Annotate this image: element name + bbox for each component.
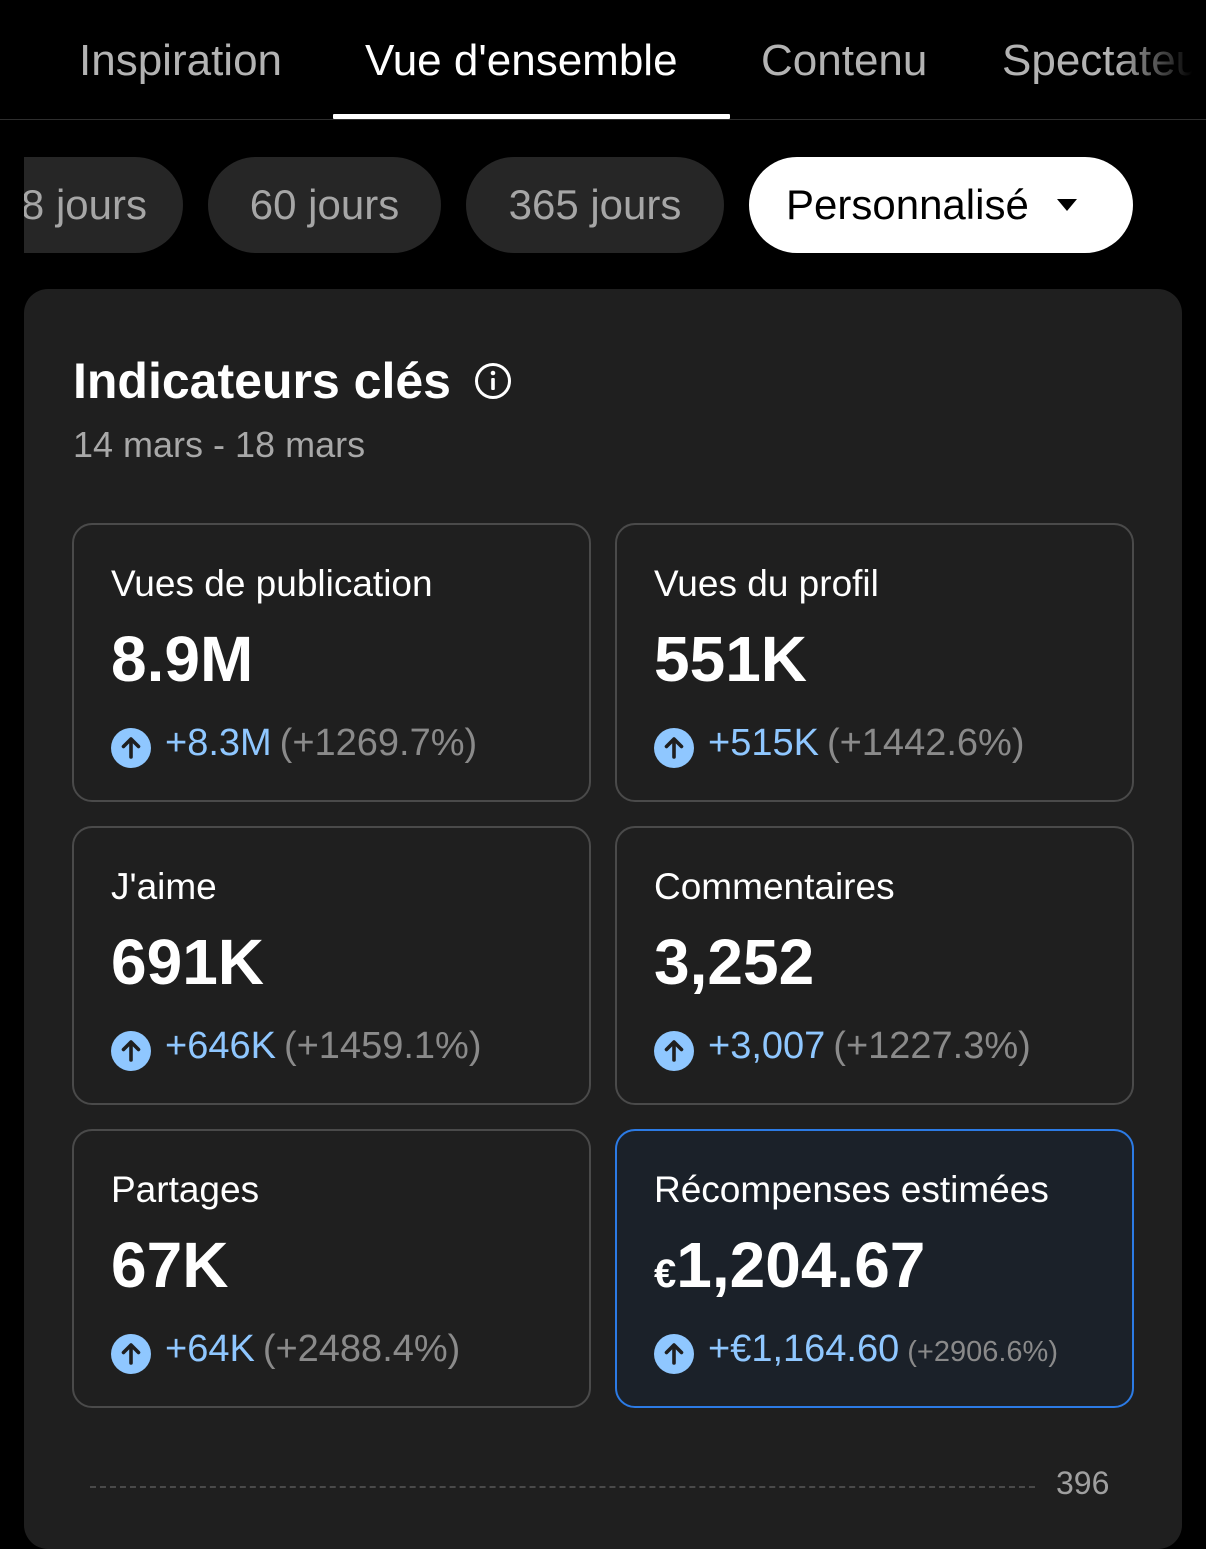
metric-value: 551K bbox=[654, 623, 807, 695]
chip-custom[interactable]: Personnalisé bbox=[749, 157, 1133, 253]
metric-delta-value: +64K bbox=[165, 1328, 255, 1370]
period-chip-row: 28 jours 60 jours 365 jours Personnalisé bbox=[24, 157, 1206, 253]
chart-gridline bbox=[90, 1486, 1035, 1488]
metric-delta-percent: (+1227.3%) bbox=[833, 1025, 1031, 1067]
metric-card-estimated-rewards[interactable]: Récompenses estimées €1,204.67 +€1,164.6… bbox=[615, 1129, 1134, 1408]
tab-content[interactable]: Contenu bbox=[761, 36, 928, 85]
metric-delta: +515K (+1442.6%) bbox=[654, 719, 1025, 768]
metric-value: 691K bbox=[111, 926, 264, 998]
metric-delta: +64K (+2488.4%) bbox=[111, 1325, 461, 1374]
chip-60-days[interactable]: 60 jours bbox=[208, 157, 441, 253]
arrow-up-icon bbox=[654, 1333, 694, 1374]
panel-title: Indicateurs clés bbox=[73, 353, 451, 409]
metric-delta-value: +8.3M bbox=[165, 722, 272, 764]
arrow-up-icon bbox=[111, 727, 151, 768]
arrow-up-icon bbox=[111, 1030, 151, 1071]
metric-delta-percent: (+1269.7%) bbox=[279, 722, 478, 764]
metric-delta-percent: (+1459.1%) bbox=[283, 1025, 482, 1067]
info-icon[interactable] bbox=[474, 362, 512, 400]
metric-label: Commentaires bbox=[654, 866, 895, 907]
metric-value: 67K bbox=[111, 1229, 229, 1301]
metric-value: 3,252 bbox=[654, 926, 815, 998]
metric-card-post-views[interactable]: Vues de publication 8.9M +8.3M (+1269.7%) bbox=[72, 523, 591, 802]
metric-value: 8.9M bbox=[111, 623, 254, 695]
metric-delta-value: +515K bbox=[708, 722, 819, 764]
metric-delta: +646K (+1459.1%) bbox=[111, 1022, 482, 1071]
arrow-up-icon bbox=[654, 1030, 694, 1071]
metric-delta-value: +€1,164.60 bbox=[708, 1328, 900, 1370]
metric-label: J'aime bbox=[111, 866, 217, 907]
arrow-up-icon bbox=[111, 1333, 151, 1374]
tab-overview[interactable]: Vue d'ensemble bbox=[365, 36, 678, 85]
metric-card-shares[interactable]: Partages 67K +64K (+2488.4%) bbox=[72, 1129, 591, 1408]
key-metrics-panel: Indicateurs clés 14 mars - 18 mars Vues … bbox=[24, 289, 1182, 1549]
metric-delta-value: +3,007 bbox=[708, 1025, 826, 1067]
tab-inspiration[interactable]: Inspiration bbox=[79, 36, 283, 85]
metric-label: Partages bbox=[111, 1169, 260, 1210]
metric-delta-percent: (+1442.6%) bbox=[826, 722, 1025, 764]
tab-viewers[interactable]: Spectateurs bbox=[1002, 36, 1206, 85]
metric-label: Vues de publication bbox=[111, 563, 433, 604]
metric-value: €1,204.67 bbox=[654, 1227, 925, 1312]
caret-down-icon bbox=[1056, 198, 1077, 211]
chip-365-days[interactable]: 365 jours bbox=[466, 157, 724, 253]
metric-delta: +8.3M (+1269.7%) bbox=[111, 719, 478, 768]
date-range: 14 mars - 18 mars bbox=[73, 424, 366, 465]
metric-value-amount: 1,204.67 bbox=[676, 1229, 926, 1301]
metric-card-profile-views[interactable]: Vues du profil 551K +515K (+1442.6%) bbox=[615, 523, 1134, 802]
metric-delta-percent: (+2906.6%) bbox=[907, 1336, 1058, 1368]
chip-custom-label: Personnalisé bbox=[786, 181, 1029, 228]
chart-y-tick-label: 396 bbox=[1056, 1465, 1110, 1501]
active-tab-indicator bbox=[333, 114, 730, 119]
metric-delta-percent: (+2488.4%) bbox=[262, 1328, 461, 1370]
top-tab-bar: Inspiration Vue d'ensemble Contenu Spect… bbox=[0, 0, 1206, 120]
chip-28-days[interactable]: 28 jours bbox=[24, 157, 183, 253]
metric-delta-value: +646K bbox=[165, 1025, 276, 1067]
metric-delta: +€1,164.60 (+2906.6%) bbox=[654, 1325, 1058, 1374]
currency-symbol: € bbox=[654, 1252, 677, 1296]
metric-delta: +3,007 (+1227.3%) bbox=[654, 1022, 1031, 1071]
arrow-up-icon bbox=[654, 727, 694, 768]
metric-card-likes[interactable]: J'aime 691K +646K (+1459.1%) bbox=[72, 826, 591, 1105]
metric-label: Récompenses estimées bbox=[654, 1169, 1049, 1210]
metric-label: Vues du profil bbox=[654, 563, 879, 604]
metric-card-comments[interactable]: Commentaires 3,252 +3,007 (+1227.3%) bbox=[615, 826, 1134, 1105]
